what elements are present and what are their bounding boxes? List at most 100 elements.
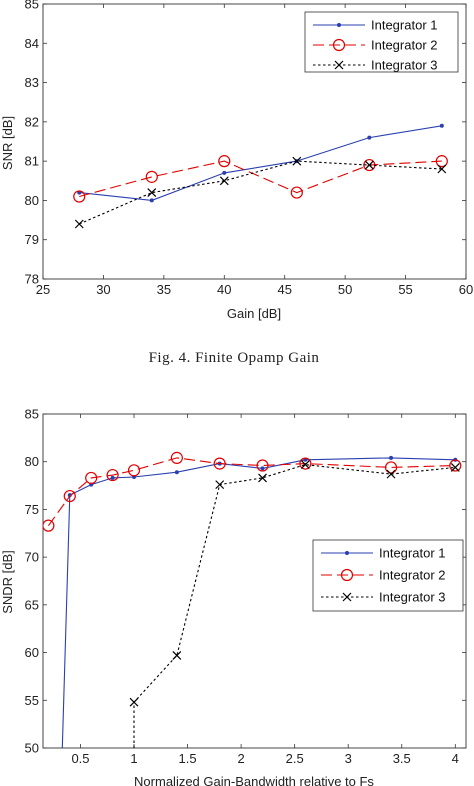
chart2-series-3-point-4-b (258, 473, 267, 483)
chart1-series-1-point-2 (222, 170, 227, 175)
chart1-series-3-point-0-b (74, 219, 84, 229)
chart2-xtick-label-6: 3.5 (393, 751, 411, 766)
chart2-xtick-label-5: 3 (345, 751, 352, 766)
chart2-x-axis-label: Normalized Gain-Bandwidth relative to Fs (134, 774, 374, 786)
chart2-series-3-point-6-b (386, 469, 396, 479)
chart1-ytick-label-7: 85 (25, 0, 39, 12)
chart-snr-vs-gain: 25 30 35 40 45 50 55 60 78 79 80 81 82 83 84 85 Integrat… (0, 0, 473, 321)
chart2-xtick-label-4: 2.5 (286, 751, 304, 766)
chart1-legend-box (304, 11, 459, 73)
chart1-ytick-label-3: 81 (25, 154, 39, 169)
chart2-series-3-point-6 (386, 469, 396, 479)
chart2-xtick-label-2: 1.5 (179, 751, 197, 766)
chart2-legend-marker-2 (340, 568, 354, 582)
chart2-series-3-line (133, 464, 456, 748)
chart2-series-3-point-5-b (300, 460, 310, 470)
chart1-series-2-point-0 (73, 190, 86, 203)
chart1-series-3-point-5-b (437, 164, 447, 174)
chart1-series-1-point-1 (149, 198, 154, 203)
chart1-series-3-point-2 (219, 176, 229, 186)
chart2-legend: Integrator 1 Integrator 2 Integrator 3 (312, 539, 464, 612)
chart1-series-1-point-4 (367, 135, 372, 140)
chart1-series-2-point-3 (290, 186, 303, 199)
chart1-legend-marker-1 (337, 23, 341, 27)
chart2-series-2 (43, 451, 462, 532)
chart1-ytick-label-4: 82 (25, 114, 39, 129)
chart2-series-1-point-1 (67, 493, 72, 498)
chart1-y-axis-label: SNR [dB] (0, 116, 15, 170)
chart1-xtick-label-0: 25 (36, 282, 50, 297)
chart1-series-3 (74, 156, 447, 229)
chart2-series-3-point-1-b (129, 697, 139, 707)
chart1-legend-marker-3 (334, 60, 344, 70)
chart2-series-3 (129, 460, 460, 748)
chart2-series-2-point-6 (213, 457, 226, 470)
chart2-ytick-label-7: 85 (25, 407, 39, 422)
chart1-series-3-point-1 (147, 188, 157, 197)
chart2-ytick-label-6: 80 (25, 454, 39, 469)
chart2-ytick-label-0: 50 (25, 741, 39, 756)
chart1-plot-area: 25 30 35 40 45 50 55 60 78 79 80 81 82 83 84 85 Integrat… (25, 0, 474, 297)
chart1-xtick-label-4: 45 (277, 282, 291, 297)
chart1-series-1-line (79, 125, 442, 201)
chart2-series-3-point-3-b (215, 480, 225, 490)
chart2-series-2-point-5 (170, 451, 183, 464)
chart1-xtick-label-2: 35 (157, 282, 171, 297)
chart1-series-3-point-4-b (364, 160, 374, 170)
chart2-legend-marker-3-b (342, 592, 352, 602)
chart1-legend-label-1: Integrator 1 (371, 18, 438, 33)
chart1-xtick-label-7: 60 (459, 282, 473, 297)
chart2-series-1-point-5 (174, 470, 179, 475)
chart1-series-2-line (79, 160, 442, 198)
chart1-series-2-point-2 (218, 155, 231, 168)
chart2-legend-marker-1 (345, 551, 349, 555)
chart2-series-1-point-7 (260, 466, 265, 471)
chart1-ytick-label-0: 78 (25, 272, 39, 287)
chart1-series-3-point-3 (292, 156, 302, 166)
chart2-series-3-point-2-b (172, 651, 182, 660)
chart2-series-2-point-0 (43, 519, 55, 532)
chart2-ytick-label-4: 70 (25, 550, 39, 565)
chart2-series-3-point-7-b (450, 463, 460, 472)
chart2-legend-label-1: Integrator 1 (379, 546, 446, 561)
chart2-legend-label-3: Integrator 3 (379, 590, 446, 605)
chart1-frame (42, 3, 467, 280)
chart2-xtick-label-3: 2 (237, 751, 244, 766)
chart1-xtick-label-3: 40 (217, 282, 231, 297)
chart1-series-2 (73, 155, 448, 203)
chart1-series-1 (77, 123, 444, 203)
chart2-ytick-label-3: 65 (25, 597, 39, 612)
figure-caption: Fig. 4. Finite Opamp Gain (149, 350, 320, 366)
chart2-series-2-point-10 (449, 459, 462, 472)
chart2-series-2-point-2 (85, 471, 98, 485)
chart2-series-1-point-3 (110, 475, 115, 480)
chart1-series-3-point-4 (364, 160, 374, 170)
chart2-series-3-point-7 (450, 463, 460, 472)
chart2-xtick-label-1: 1 (130, 751, 137, 766)
chart1-series-1-point-5 (439, 123, 444, 128)
chart1-legend-label-3: Integrator 3 (371, 58, 438, 73)
chart-sndr-vs-gbw: 0.5 1 1.5 2 2.5 3 3.5 4 50 55 60 65 70 75 80 85 Integrat… (0, 407, 467, 786)
chart1-series-3-point-0 (74, 219, 84, 229)
chart1-series-3-point-1-b (147, 188, 157, 197)
chart2-series-3-point-1 (129, 697, 139, 707)
chart1-ytick-label-2: 80 (25, 193, 39, 208)
chart1-xtick-label-6: 55 (398, 282, 412, 297)
chart1-legend-marker-2 (332, 38, 346, 52)
chart1-ytick-label-5: 83 (25, 75, 39, 90)
chart2-series-2-line (47, 457, 456, 527)
chart2-xtick-label-0: 0.5 (71, 751, 89, 766)
chart2-ytick-label-2: 60 (25, 645, 39, 660)
chart2-xtick-label-7: 4 (452, 751, 459, 766)
chart1-series-3-line (79, 160, 442, 225)
chart1-series-3-point-3-b (292, 156, 302, 166)
chart2-series-3-point-3 (215, 480, 225, 490)
chart1-series-3-point-5 (437, 164, 447, 174)
chart2-legend-marker-3 (342, 592, 352, 602)
chart2-y-axis-label: SNDR [dB] (0, 550, 15, 614)
chart1-xtick-label-1: 30 (96, 282, 110, 297)
chart1-x-axis-label: Gain [dB] (227, 306, 281, 321)
chart1-ytick-label-6: 84 (25, 36, 39, 51)
chart2-series-1-point-9 (389, 455, 394, 460)
